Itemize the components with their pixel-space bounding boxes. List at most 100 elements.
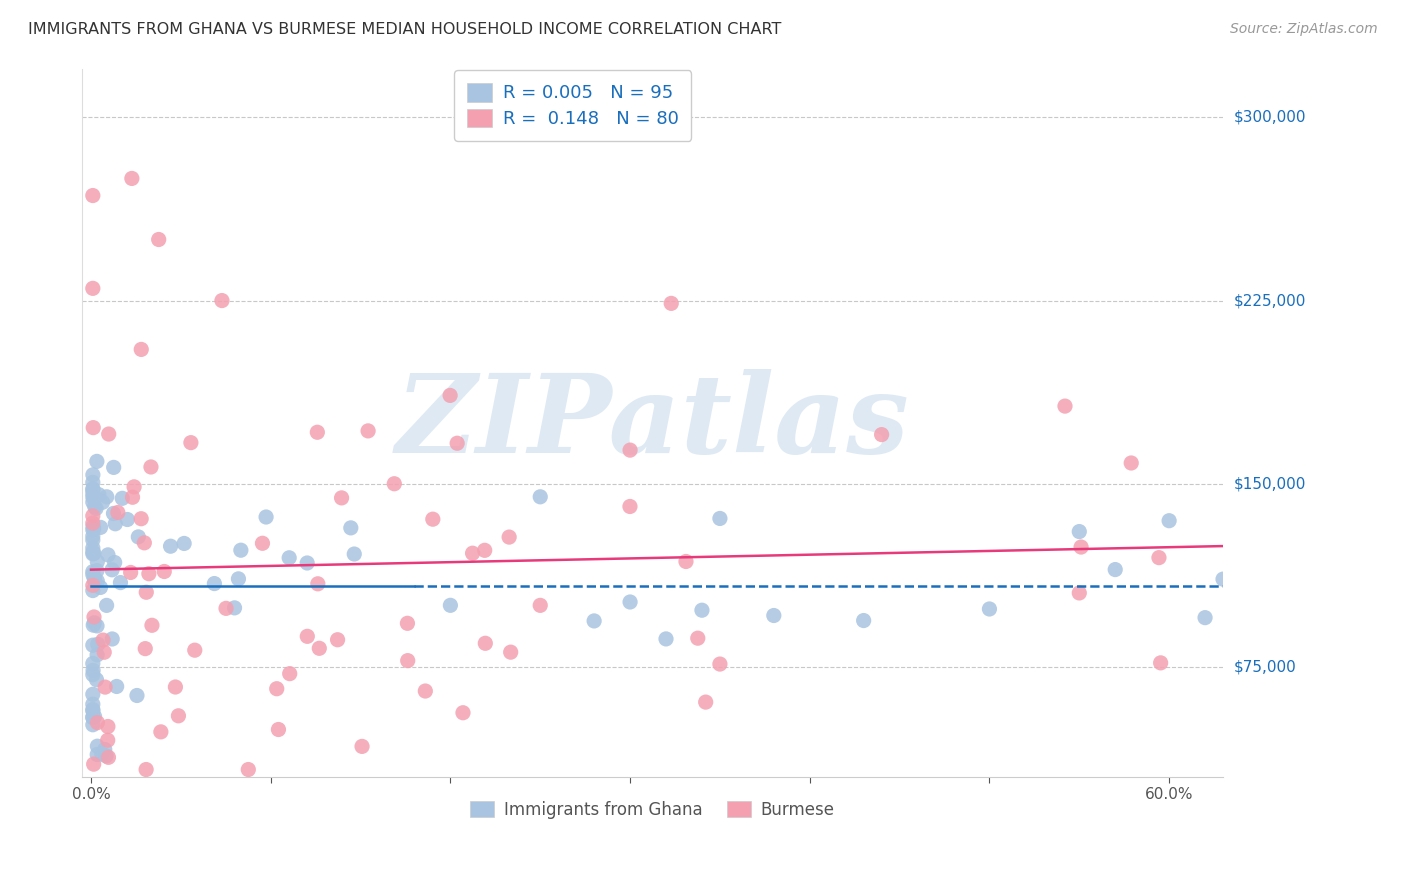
Point bbox=[415, 684, 437, 698]
Point bbox=[82, 567, 104, 582]
Point bbox=[619, 500, 641, 514]
Point bbox=[224, 600, 246, 615]
Point bbox=[498, 530, 520, 544]
Point bbox=[139, 460, 162, 475]
Point bbox=[307, 576, 329, 591]
Point bbox=[686, 631, 709, 645]
Point bbox=[82, 578, 104, 592]
Point bbox=[90, 520, 112, 534]
Point bbox=[215, 601, 238, 615]
Point bbox=[82, 475, 104, 490]
Point bbox=[82, 519, 104, 533]
Point bbox=[83, 571, 105, 585]
Point bbox=[86, 454, 108, 468]
Point bbox=[82, 529, 104, 543]
Point bbox=[82, 486, 104, 500]
Point bbox=[82, 483, 104, 498]
Point bbox=[278, 550, 301, 565]
Point bbox=[87, 488, 110, 502]
Point bbox=[529, 599, 551, 613]
Point bbox=[90, 747, 112, 761]
Point bbox=[87, 637, 110, 651]
Point bbox=[120, 566, 142, 580]
Point bbox=[278, 666, 301, 681]
Point bbox=[266, 681, 288, 696]
Text: $75,000: $75,000 bbox=[1234, 659, 1296, 674]
Point bbox=[94, 748, 117, 763]
Point bbox=[82, 583, 104, 598]
Text: ZIPatlas: ZIPatlas bbox=[395, 369, 910, 476]
Point bbox=[228, 572, 250, 586]
Point bbox=[82, 482, 104, 496]
Point bbox=[82, 467, 104, 482]
Point bbox=[107, 506, 129, 520]
Point bbox=[350, 739, 373, 754]
Point bbox=[111, 491, 134, 506]
Point bbox=[82, 545, 104, 559]
Point bbox=[91, 633, 114, 648]
Point bbox=[141, 618, 163, 632]
Point bbox=[1194, 610, 1216, 624]
Point bbox=[82, 547, 104, 561]
Text: IMMIGRANTS FROM GHANA VS BURMESE MEDIAN HOUSEHOLD INCOME CORRELATION CHART: IMMIGRANTS FROM GHANA VS BURMESE MEDIAN … bbox=[28, 22, 782, 37]
Point bbox=[655, 632, 678, 646]
Point bbox=[1121, 456, 1143, 470]
Point bbox=[1104, 563, 1126, 577]
Point bbox=[97, 427, 120, 442]
Text: $300,000: $300,000 bbox=[1234, 110, 1306, 125]
Point bbox=[396, 616, 419, 631]
Point bbox=[153, 565, 176, 579]
Point bbox=[101, 563, 124, 577]
Point bbox=[979, 602, 1001, 616]
Point bbox=[340, 521, 363, 535]
Point bbox=[83, 500, 105, 514]
Point bbox=[82, 618, 104, 632]
Point bbox=[180, 435, 202, 450]
Point bbox=[330, 491, 353, 505]
Point bbox=[121, 171, 143, 186]
Point bbox=[202, 576, 225, 591]
Point bbox=[134, 641, 156, 656]
Point bbox=[619, 443, 641, 458]
Point bbox=[82, 657, 104, 671]
Point bbox=[446, 436, 468, 450]
Point bbox=[127, 530, 149, 544]
Point bbox=[295, 556, 318, 570]
Point bbox=[86, 747, 108, 762]
Point bbox=[1069, 524, 1091, 539]
Point bbox=[138, 566, 160, 581]
Point bbox=[82, 281, 104, 295]
Point bbox=[870, 427, 893, 442]
Point bbox=[396, 654, 419, 668]
Point bbox=[1212, 572, 1234, 586]
Text: $150,000: $150,000 bbox=[1234, 476, 1306, 491]
Point bbox=[529, 490, 551, 504]
Point bbox=[105, 680, 128, 694]
Point bbox=[83, 546, 105, 560]
Point bbox=[82, 188, 104, 202]
Point bbox=[97, 548, 120, 562]
Point bbox=[104, 556, 127, 570]
Point bbox=[1069, 586, 1091, 600]
Point bbox=[159, 539, 181, 553]
Point bbox=[254, 510, 277, 524]
Point bbox=[83, 757, 105, 772]
Point bbox=[93, 742, 115, 756]
Point bbox=[84, 501, 107, 516]
Point bbox=[439, 599, 461, 613]
Point bbox=[82, 541, 104, 555]
Point bbox=[129, 343, 152, 357]
Text: Source: ZipAtlas.com: Source: ZipAtlas.com bbox=[1230, 22, 1378, 37]
Point bbox=[619, 595, 641, 609]
Point bbox=[474, 636, 496, 650]
Point bbox=[82, 523, 104, 537]
Point bbox=[104, 516, 127, 531]
Point bbox=[86, 555, 108, 569]
Point bbox=[96, 490, 118, 504]
Point bbox=[852, 614, 875, 628]
Point bbox=[82, 638, 104, 652]
Point bbox=[96, 599, 118, 613]
Point bbox=[439, 388, 461, 402]
Point bbox=[86, 673, 108, 687]
Point bbox=[167, 708, 190, 723]
